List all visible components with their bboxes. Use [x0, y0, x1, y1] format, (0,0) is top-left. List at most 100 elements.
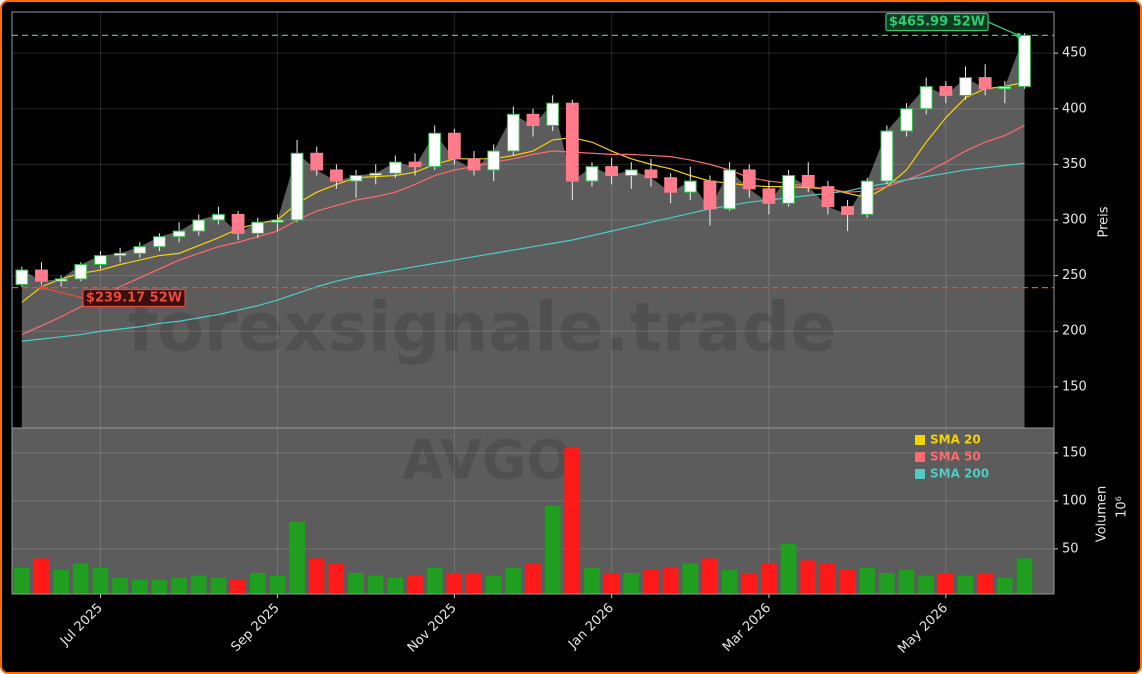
volume-bar: [289, 522, 305, 594]
candle-body: [172, 230, 186, 238]
y-tick-label: 200: [1062, 324, 1087, 339]
candle-body: [624, 169, 638, 177]
candle-body: [841, 206, 854, 215]
candle-body: [683, 180, 697, 193]
y-tick-label: 50: [1062, 541, 1079, 556]
candle-body: [526, 113, 540, 126]
candle-body: [408, 161, 422, 168]
candle-body: [978, 77, 992, 90]
candle-body: [664, 177, 678, 193]
volume-bar: [780, 544, 797, 594]
x-tick-label: Mar 2026: [720, 601, 774, 655]
candle-body: [900, 108, 913, 132]
sma-line: [21, 162, 1025, 342]
candle-body: [782, 175, 795, 204]
candle-body: [644, 169, 658, 179]
candle-body: [801, 175, 815, 188]
y-tick-label: 450: [1062, 46, 1087, 61]
candle-body: [605, 166, 619, 177]
y-tick-label: 400: [1062, 101, 1087, 116]
price-area: [21, 35, 1025, 429]
candle-body: [369, 172, 383, 177]
volume-bar: [1016, 558, 1033, 594]
volume-bar: [53, 570, 70, 594]
x-tick-label: May 2026: [895, 601, 951, 657]
candle-body: [133, 246, 147, 254]
volume-bar: [505, 568, 522, 594]
volume-bar: [996, 577, 1013, 594]
candle-body: [349, 175, 363, 182]
candle-body: [35, 269, 48, 282]
candle-body: [54, 278, 68, 282]
volume-bar: [879, 572, 895, 594]
candle-body: [310, 152, 324, 171]
volume-bar: [151, 579, 168, 594]
candle-body: [271, 219, 284, 223]
y-tick-label: 350: [1062, 157, 1087, 172]
candle-body: [388, 161, 402, 174]
candle-body: [428, 132, 442, 168]
volume-bar: [800, 560, 817, 594]
legend-label: SMA 200: [930, 467, 989, 481]
candle-body: [723, 169, 737, 210]
volume-bar: [367, 575, 384, 594]
y-axis-label: Preis: [1097, 206, 1112, 237]
volume-bar: [741, 572, 758, 594]
volume-bar: [918, 575, 935, 594]
candle-body: [919, 86, 933, 110]
annotation-arrowhead: [1016, 32, 1022, 38]
volume-bar: [584, 568, 600, 594]
legend-label: SMA 20: [930, 433, 981, 447]
legend-label: SMA 50: [930, 450, 981, 464]
y-tick-label: 250: [1062, 268, 1087, 283]
volume-bar: [525, 563, 541, 594]
volume-bar: [544, 505, 561, 594]
volume-bar: [938, 572, 954, 594]
x-tick-label: Sep 2025: [228, 601, 282, 655]
candle-body: [762, 188, 776, 204]
volume-bar: [662, 568, 679, 594]
candle-body: [1018, 34, 1031, 88]
candle-body: [231, 213, 245, 234]
volume-bar: [407, 575, 423, 594]
volume-bar: [820, 563, 836, 594]
candle-body: [998, 86, 1012, 90]
candle-body: [880, 130, 894, 182]
y-axis-unit: 10⁶: [1115, 496, 1130, 518]
volume-bar: [92, 568, 109, 594]
candle-body: [74, 263, 88, 280]
annotation-arrowhead: [38, 285, 44, 291]
candle-body: [546, 102, 560, 126]
sma-line: [21, 81, 1025, 303]
volume-bar: [564, 448, 581, 594]
volume-bar: [328, 563, 345, 594]
annotation-arrow: [41, 287, 84, 299]
annotation-arrow: [987, 21, 1019, 36]
candle-body: [94, 255, 107, 265]
volume-bar: [387, 577, 404, 594]
volume-bar: [230, 579, 246, 594]
volume-bar: [426, 568, 443, 594]
sma-line: [21, 124, 1025, 336]
y-axis-label: Volumen: [1095, 486, 1110, 543]
volume-bar: [348, 572, 364, 594]
volume-bar: [446, 572, 463, 594]
volume-bar: [131, 579, 148, 594]
candle-body: [585, 166, 599, 182]
candle-body: [467, 158, 481, 171]
legend-swatch: [915, 452, 925, 462]
volume-bar: [898, 570, 915, 594]
volume-bar: [112, 577, 128, 594]
volume-bar: [249, 572, 266, 594]
volume-bar: [643, 570, 659, 594]
candle-body: [212, 213, 225, 221]
volume-bar: [957, 575, 974, 594]
watermark: forexsignale.trade: [128, 289, 837, 368]
volume-bar: [72, 563, 89, 594]
volume-bar: [308, 558, 325, 594]
volume-bar: [859, 568, 876, 594]
candle-body: [329, 169, 343, 182]
y-tick-label: 150: [1062, 445, 1087, 460]
volume-bar: [210, 577, 227, 594]
volume-bar: [761, 563, 777, 594]
